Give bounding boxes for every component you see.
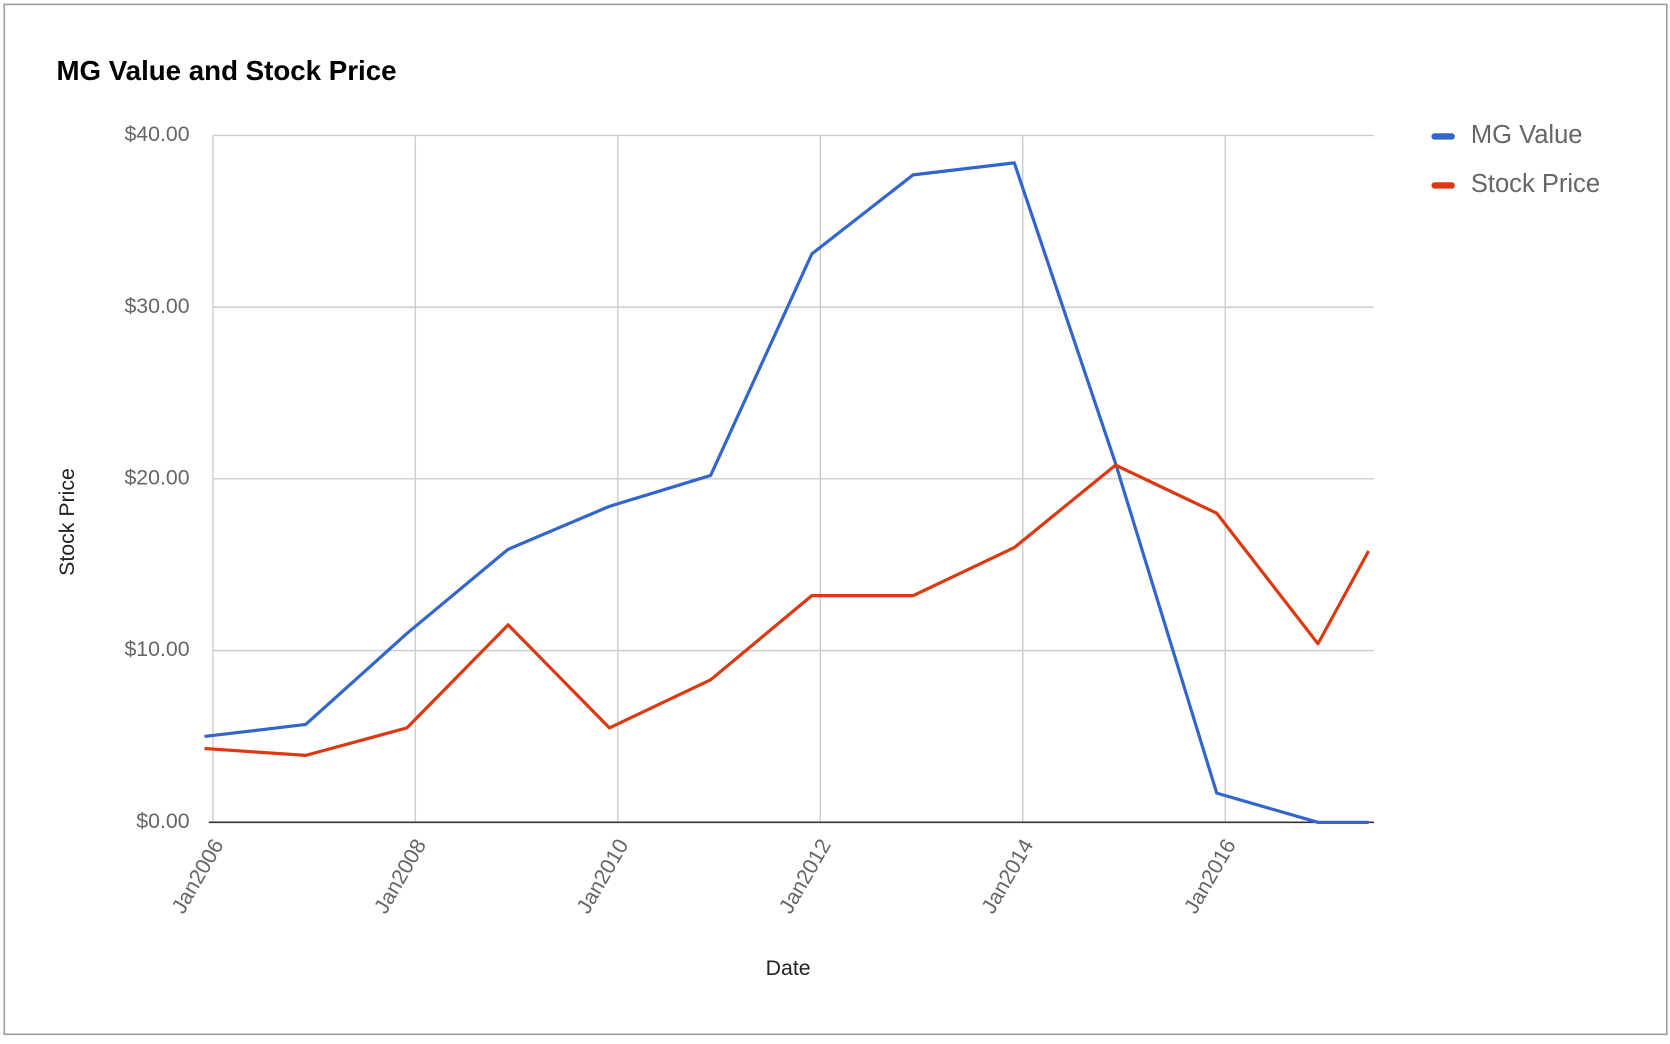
y-axis-label: Stock Price [55,468,79,576]
x-axis-label: Date [766,956,811,980]
y-tick-label: $10.00 [124,637,189,661]
chart-title: MG Value and Stock Price [56,55,396,86]
y-tick-label: $20.00 [124,465,189,489]
data-line [204,161,1369,824]
y-tick-label: $40.00 [124,122,189,146]
legend-label: Stock Price [1471,170,1600,198]
y-tick-label: $0.00 [136,809,189,833]
legend-label: MG Value [1471,121,1583,149]
y-tick-label: $30.00 [124,294,189,318]
data-line [204,463,1370,757]
chart-frame [3,3,1668,1036]
